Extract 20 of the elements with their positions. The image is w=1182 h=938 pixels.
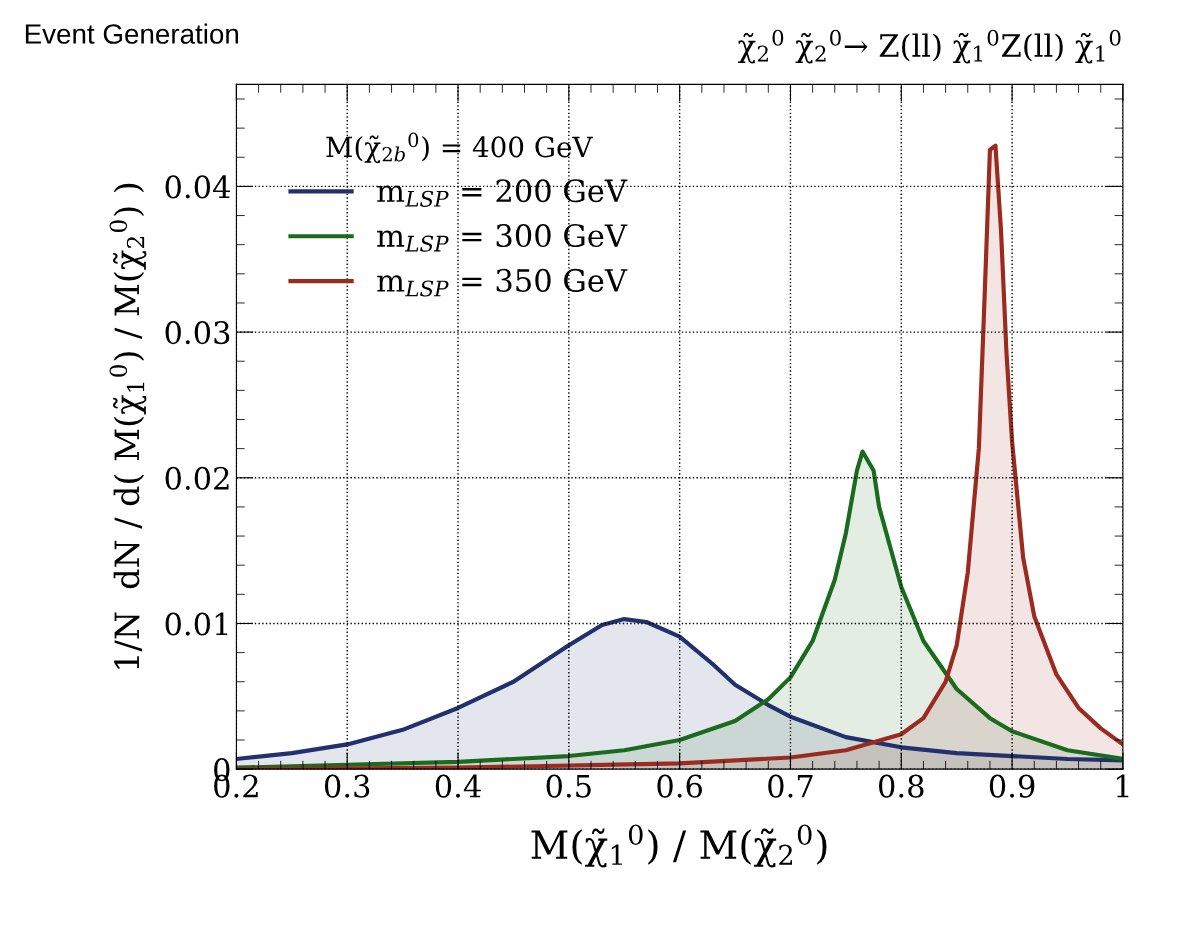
x-tick-label: 0.4 — [435, 774, 481, 798]
x-axis-title: M(χ̃$_{1}$$^{0}$) / M(χ̃$_{2}$$^{0}$) — [531, 824, 827, 868]
chart-title: χ̃$_{2}$$^{0}$ χ̃$_{2}$$^{0}$→ Z(ll) χ̃$_{1}$$^{0}$Z(ll) χ̃$_{1}$$^{0}$ — [737, 29, 1121, 64]
y-axis-title: 1/N dN / d( M(χ̃$_{1}$$^{0}$) / M(χ̃$_{2}$$^{0}$) ) — [109, 183, 147, 669]
x-tick-label: 0.7 — [768, 774, 813, 798]
x-tick-label: 0.5 — [546, 774, 591, 798]
y-tick-label: 0.01 — [165, 612, 228, 636]
legend-label: m$_{LSP}$ = 200 GeV — [377, 179, 628, 207]
x-tick-label: 0.3 — [324, 774, 370, 798]
x-tick-label: 1 — [1116, 774, 1129, 798]
y-tick-label: 0.03 — [165, 321, 230, 345]
legend-label: m$_{LSP}$ = 350 GeV — [377, 268, 628, 297]
x-tick-label: 0.8 — [878, 774, 924, 798]
text: Event Generation — [25, 23, 239, 44]
y-tick-label: 0.02 — [165, 466, 229, 490]
x-tick-label: 0.6 — [657, 774, 703, 798]
x-tick-label: 0.9 — [989, 774, 1035, 798]
legend-title: M(χ̃$_{2b}$$^{0}$) = 400 GeV — [326, 132, 593, 164]
y-tick-label: 0.04 — [165, 175, 230, 199]
legend-label: m$_{LSP}$ = 300 GeV — [377, 224, 628, 252]
